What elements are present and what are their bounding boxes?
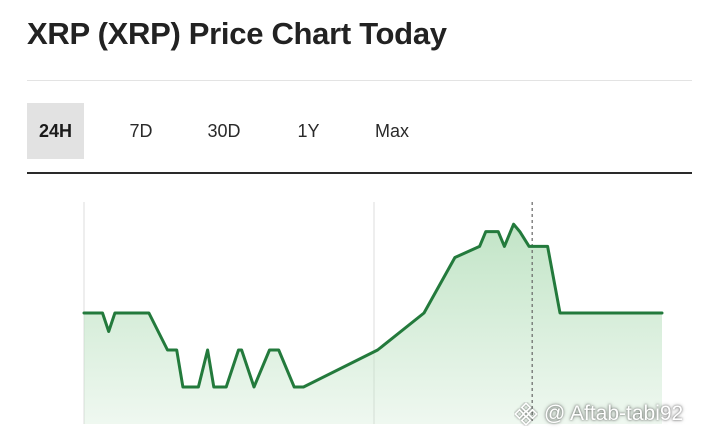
time-range-tabs: 24H 7D 30D 1Y Max xyxy=(27,103,417,159)
tabs-divider xyxy=(27,172,692,174)
tab-1y[interactable]: 1Y xyxy=(297,120,320,141)
page-title: XRP (XRP) Price Chart Today xyxy=(27,16,447,51)
tab-max[interactable]: Max xyxy=(374,120,409,141)
watermark-text: @ Aftab-tabi92 xyxy=(544,402,684,425)
tab-24h[interactable]: 24H xyxy=(27,103,84,159)
price-series-line xyxy=(82,222,664,389)
binance-logo-icon xyxy=(514,402,538,426)
watermark: @ Aftab-tabi92 xyxy=(514,400,683,428)
price-area-fill xyxy=(84,224,662,424)
title-divider xyxy=(27,80,692,81)
tab-7d[interactable]: 7D xyxy=(129,120,153,141)
tab-30d[interactable]: 30D xyxy=(207,120,241,141)
